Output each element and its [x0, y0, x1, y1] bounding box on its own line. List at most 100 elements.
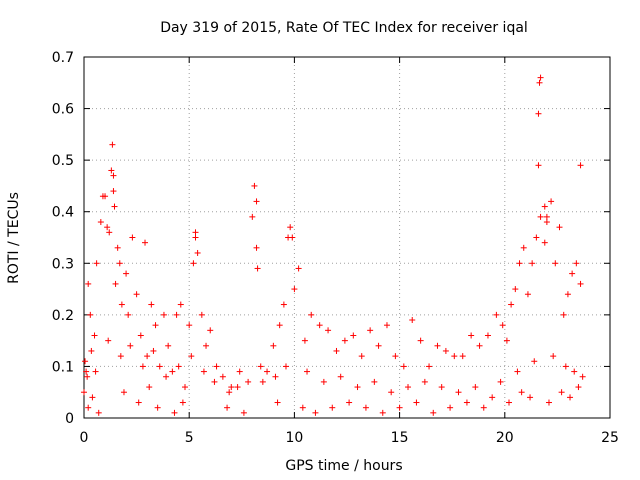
data-point	[518, 389, 525, 396]
data-point	[541, 239, 548, 246]
data-point	[276, 322, 283, 329]
data-point	[146, 384, 153, 391]
axis-ticks	[83, 56, 611, 419]
data-point	[295, 265, 302, 272]
data-point	[312, 409, 319, 416]
data-point	[89, 394, 96, 401]
data-point	[516, 260, 523, 267]
data-point	[409, 317, 416, 324]
data-point	[245, 378, 252, 385]
data-point	[92, 368, 99, 375]
x-tick-label: 20	[496, 430, 514, 446]
data-point	[468, 332, 475, 339]
data-point	[144, 353, 151, 360]
data-point	[375, 342, 382, 349]
data-point	[219, 373, 226, 380]
data-point	[552, 260, 559, 267]
data-point	[569, 270, 576, 277]
data-point	[537, 74, 544, 81]
data-point	[165, 342, 172, 349]
data-point	[346, 399, 353, 406]
data-point	[234, 384, 241, 391]
data-point	[127, 342, 134, 349]
data-point	[200, 368, 207, 375]
data-point	[503, 337, 510, 344]
data-point	[112, 280, 119, 287]
data-point	[299, 404, 306, 411]
data-point	[186, 322, 193, 329]
data-point	[236, 368, 243, 375]
data-point	[537, 213, 544, 220]
data-point	[472, 384, 479, 391]
data-point	[567, 394, 574, 401]
data-point	[480, 404, 487, 411]
data-point	[85, 280, 92, 287]
data-point	[341, 337, 348, 344]
data-point	[558, 389, 565, 396]
data-point	[154, 404, 161, 411]
data-point	[175, 363, 182, 370]
data-point	[405, 384, 412, 391]
data-point	[179, 399, 186, 406]
data-point	[114, 244, 121, 251]
data-point	[188, 353, 195, 360]
data-point	[536, 79, 543, 86]
data-point	[82, 358, 89, 365]
data-point	[110, 172, 117, 179]
data-point	[493, 311, 500, 318]
data-point	[171, 409, 178, 416]
data-point	[459, 353, 466, 360]
data-point	[289, 234, 296, 241]
data-point	[417, 337, 424, 344]
data-point	[320, 378, 327, 385]
data-point	[110, 188, 117, 195]
data-point	[426, 363, 433, 370]
data-point	[253, 244, 260, 251]
data-point	[575, 384, 582, 391]
data-point	[451, 353, 458, 360]
data-point	[254, 265, 261, 272]
data-point	[99, 193, 106, 200]
data-point	[577, 280, 584, 287]
data-point	[133, 291, 140, 298]
chart-title: Day 319 of 2015, Rate Of TEC Index for r…	[160, 20, 528, 36]
data-point	[282, 363, 289, 370]
data-point	[163, 373, 170, 380]
data-point	[291, 286, 298, 293]
data-point	[541, 203, 548, 210]
data-point	[270, 342, 277, 349]
data-point	[463, 399, 470, 406]
data-point	[272, 373, 279, 380]
data-point	[280, 301, 287, 308]
data-point	[527, 394, 534, 401]
data-point	[579, 373, 586, 380]
data-point	[169, 368, 176, 375]
data-point	[203, 342, 210, 349]
data-point	[142, 239, 149, 246]
data-point	[333, 347, 340, 354]
data-point	[156, 363, 163, 370]
data-point	[194, 249, 201, 256]
data-point	[251, 182, 258, 189]
y-axis-title: ROTI / TECUs	[6, 192, 22, 284]
x-tick-labels: 0 5 10 15 20 25	[80, 430, 619, 446]
data-point	[97, 219, 104, 226]
y-tick-label: 0.4	[52, 205, 74, 221]
data-point	[573, 260, 580, 267]
data-point	[81, 389, 87, 396]
data-point	[531, 358, 538, 365]
y-tick-label: 0.7	[52, 50, 74, 66]
data-point	[274, 399, 281, 406]
data-point	[434, 342, 441, 349]
data-point	[211, 378, 218, 385]
data-point	[249, 213, 256, 220]
data-point	[316, 322, 323, 329]
data-point	[489, 394, 496, 401]
data-point	[123, 270, 130, 277]
data-point	[396, 404, 403, 411]
data-point	[550, 353, 557, 360]
data-point	[139, 363, 146, 370]
data-point	[545, 399, 552, 406]
data-point	[116, 260, 123, 267]
data-point	[506, 399, 513, 406]
